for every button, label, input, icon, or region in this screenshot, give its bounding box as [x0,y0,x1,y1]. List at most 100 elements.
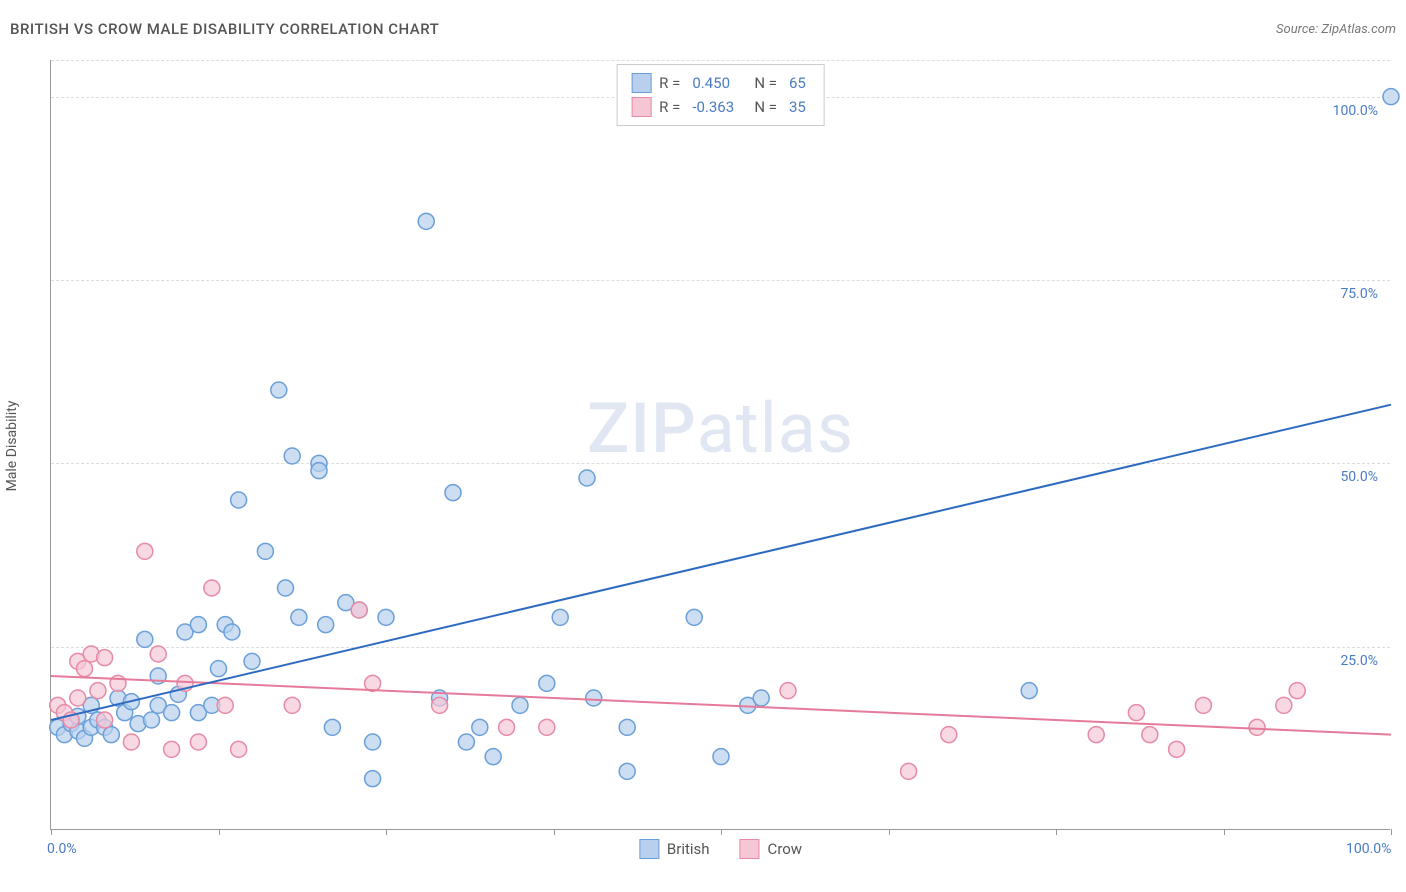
scatter-point-british [713,749,729,765]
scatter-point-crow [70,690,86,706]
scatter-point-crow [90,683,106,699]
scatter-point-british [211,661,227,677]
scatter-point-crow [77,661,93,677]
scatter-point-british [137,631,153,647]
n-label: N = [754,98,777,116]
scatter-point-crow [97,650,113,666]
x-tick-mark [386,829,387,835]
chart-title: BRITISH VS CROW MALE DISABILITY CORRELAT… [10,20,439,38]
swatch-crow [740,839,760,859]
r-value-crow: -0.363 [692,98,742,116]
scatter-point-crow [351,602,367,618]
scatter-point-british [284,448,300,464]
scatter-point-british [278,580,294,596]
legend-series: British Crow [639,839,802,859]
scatter-point-crow [1276,697,1292,713]
scatter-point-british [271,382,287,398]
scatter-point-crow [539,719,555,735]
x-tick-mark [554,829,555,835]
scatter-point-british [365,734,381,750]
scatter-point-crow [941,727,957,743]
scatter-point-british [512,697,528,713]
scatter-point-crow [137,543,153,559]
scatter-point-british [472,719,488,735]
scatter-point-crow [190,734,206,750]
scatter-point-british [1021,683,1037,699]
y-axis-label: Male Disability [4,401,20,492]
legend-item-british: British [639,839,710,859]
scatter-point-crow [1289,683,1305,699]
x-tick-mark [219,829,220,835]
scatter-point-british [686,609,702,625]
scatter-point-british [257,543,273,559]
swatch-crow [631,97,651,117]
scatter-point-british [164,705,180,721]
source-attribution: Source: ZipAtlas.com [1276,22,1396,37]
n-value-british: 65 [789,74,806,92]
scatter-point-british [144,712,160,728]
scatter-point-british [586,690,602,706]
scatter-point-crow [1169,741,1185,757]
scatter-point-crow [1195,697,1211,713]
scatter-point-british [579,470,595,486]
x-tick-mark [721,829,722,835]
r-value-british: 0.450 [692,74,742,92]
scatter-point-british [445,485,461,501]
scatter-point-crow [284,697,300,713]
scatter-point-british [103,727,119,743]
scatter-point-british [224,624,240,640]
scatter-point-british [552,609,568,625]
r-label: R = [659,98,680,116]
x-tick-mark [1391,829,1392,835]
scatter-point-crow [1142,727,1158,743]
legend-correlation: R = 0.450 N = 65 R = -0.363 N = 35 [616,64,825,126]
scatter-point-british [458,734,474,750]
scatter-point-crow [164,741,180,757]
n-label: N = [754,74,777,92]
scatter-point-crow [780,683,796,699]
scatter-point-british [244,653,260,669]
x-tick-mark [1056,829,1057,835]
scatter-point-british [324,719,340,735]
scatter-point-british [318,617,334,633]
legend-label-british: British [667,840,710,858]
legend-row-british: R = 0.450 N = 65 [631,71,810,95]
n-value-crow: 35 [789,98,806,116]
scatter-point-british [539,675,555,691]
scatter-point-british [753,690,769,706]
trend-line-british [51,405,1391,720]
scatter-point-crow [231,741,247,757]
scatter-point-british [190,617,206,633]
x-tick-mark [889,829,890,835]
trend-line-crow [51,676,1391,735]
scatter-point-crow [1249,719,1265,735]
plot-area: ZIPatlas 25.0%50.0%75.0%100.0% R = 0.450… [50,60,1390,830]
x-tick-mark [1224,829,1225,835]
scatter-point-british [311,463,327,479]
legend-label-crow: Crow [768,840,803,858]
scatter-point-crow [217,697,233,713]
scatter-chart-svg [51,60,1390,829]
x-tick-label: 100.0% [1346,841,1391,857]
scatter-point-crow [1128,705,1144,721]
scatter-point-british [1383,89,1399,105]
scatter-point-crow [97,712,113,728]
scatter-point-british [418,213,434,229]
scatter-point-british [365,771,381,787]
scatter-point-british [619,719,635,735]
scatter-point-crow [901,763,917,779]
scatter-point-british [378,609,394,625]
swatch-british [631,73,651,93]
scatter-point-crow [123,734,139,750]
r-label: R = [659,74,680,92]
x-tick-mark [51,829,52,835]
legend-row-crow: R = -0.363 N = 35 [631,95,810,119]
scatter-point-crow [150,646,166,662]
scatter-point-british [619,763,635,779]
scatter-point-crow [499,719,515,735]
scatter-point-crow [204,580,220,596]
scatter-point-british [485,749,501,765]
scatter-point-crow [1088,727,1104,743]
x-tick-label: 0.0% [47,841,77,857]
scatter-point-british [291,609,307,625]
